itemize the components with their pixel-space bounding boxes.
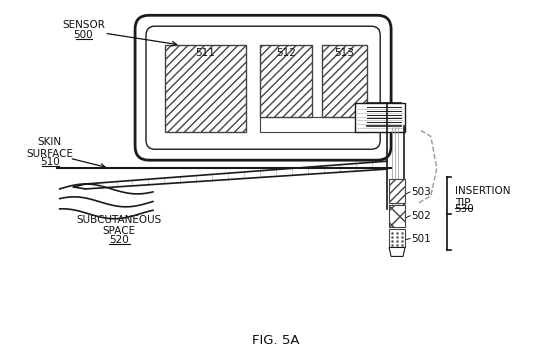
Text: 513: 513 bbox=[335, 48, 354, 58]
Polygon shape bbox=[389, 248, 405, 256]
FancyBboxPatch shape bbox=[146, 26, 380, 149]
Text: SENSOR: SENSOR bbox=[62, 20, 105, 30]
Bar bbox=[389, 179, 405, 203]
Text: 512: 512 bbox=[276, 48, 296, 58]
Bar bbox=[389, 229, 405, 248]
Text: INSERTION
TIP: INSERTION TIP bbox=[455, 186, 510, 207]
Bar bbox=[355, 103, 405, 132]
Text: 501: 501 bbox=[411, 234, 431, 244]
FancyBboxPatch shape bbox=[135, 15, 391, 160]
Text: SUBCUTANEOUS
SPACE: SUBCUTANEOUS SPACE bbox=[77, 215, 162, 237]
Text: 530: 530 bbox=[455, 204, 474, 214]
Text: 511: 511 bbox=[195, 48, 215, 58]
Bar bbox=[165, 45, 246, 132]
Text: SKIN
SURFACE: SKIN SURFACE bbox=[26, 138, 73, 159]
Text: 503: 503 bbox=[411, 187, 431, 197]
Text: FIG. 5A: FIG. 5A bbox=[252, 334, 300, 347]
Text: 500: 500 bbox=[73, 30, 93, 40]
Bar bbox=[260, 45, 312, 116]
Text: 520: 520 bbox=[109, 234, 129, 245]
Text: 510: 510 bbox=[40, 157, 60, 167]
Text: 502: 502 bbox=[411, 211, 431, 221]
Bar bbox=[260, 116, 367, 132]
Bar bbox=[322, 45, 367, 116]
Bar bbox=[389, 205, 405, 227]
